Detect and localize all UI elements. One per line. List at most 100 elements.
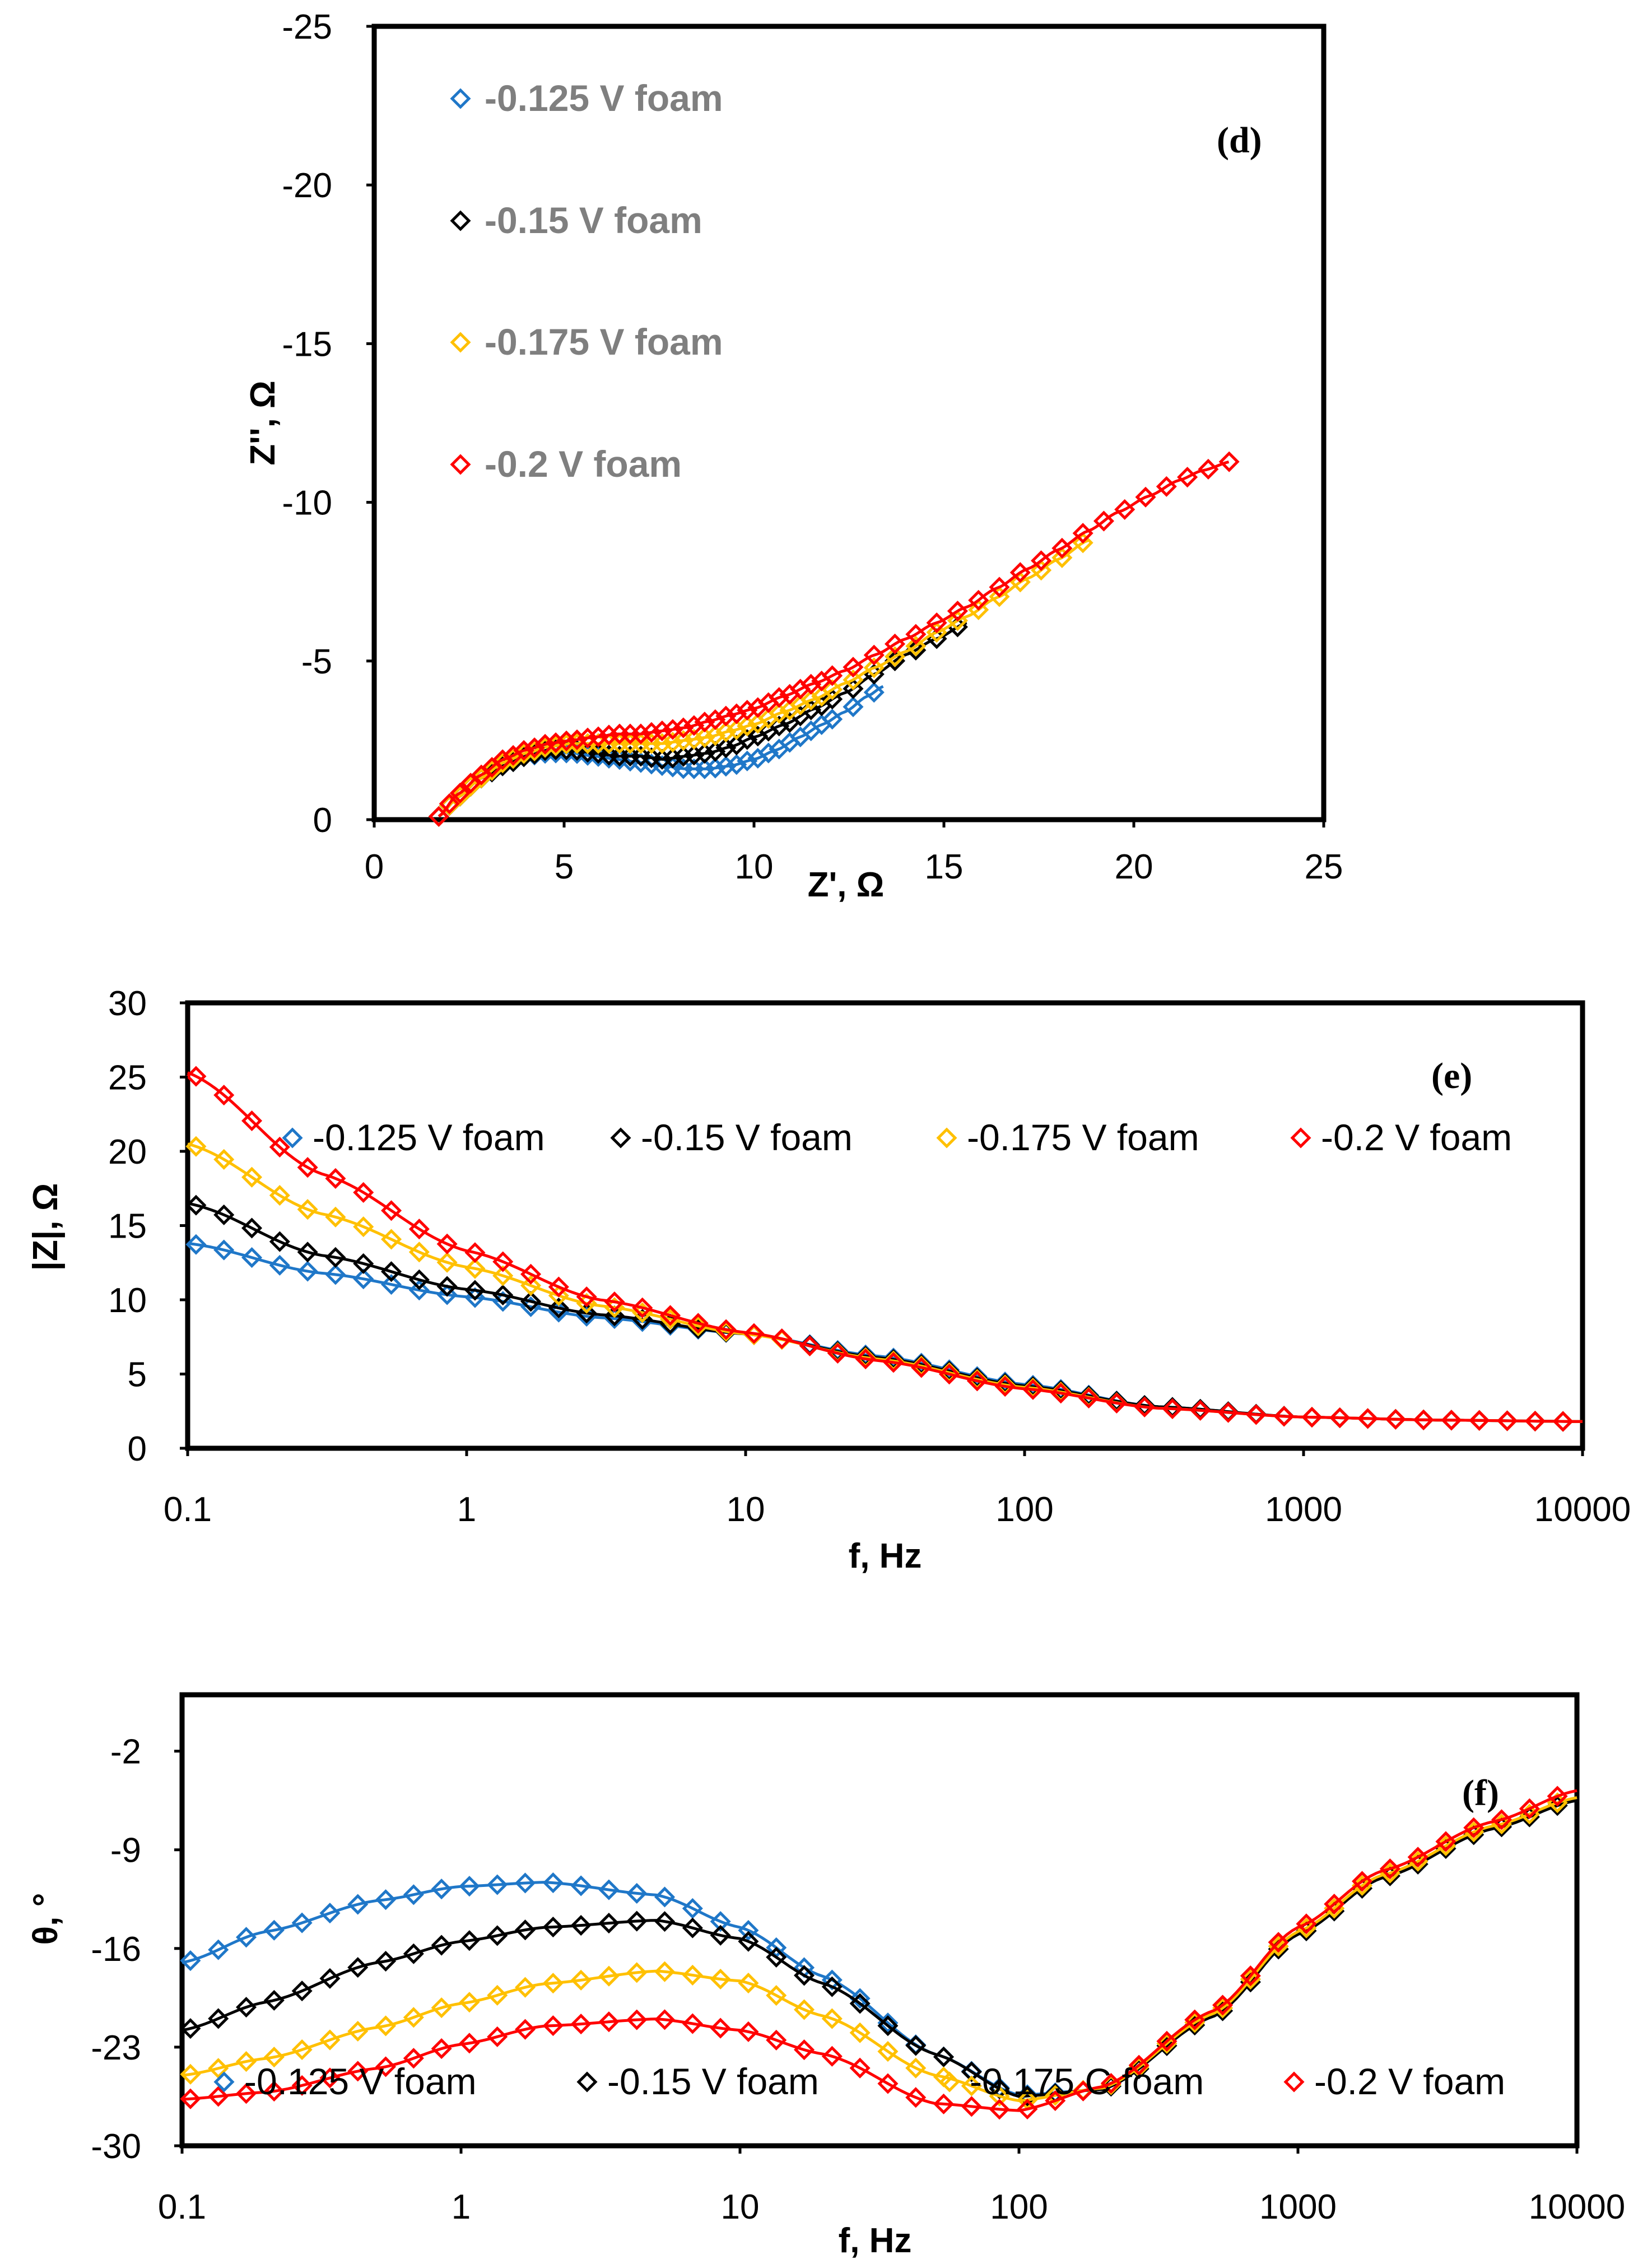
- data-point-e: [408, 1242, 430, 1263]
- data-point-f: [877, 2015, 899, 2037]
- y-tick-label-d: 0: [313, 801, 332, 840]
- data-point-e: [325, 1247, 346, 1268]
- data-point-f: [459, 2033, 480, 2054]
- data-point-d: [968, 589, 989, 611]
- data-point-f: [263, 2047, 285, 2068]
- data-point-d: [905, 624, 927, 645]
- x-tick-label-d: 10: [735, 848, 774, 886]
- data-point-e: [213, 1239, 235, 1261]
- data-point-e: [381, 1261, 402, 1282]
- x-tick-label-d: 15: [925, 848, 964, 886]
- data-point-f: [766, 1985, 787, 2006]
- data-point-f: [542, 1917, 564, 1938]
- x-axis-label-d: Z', Ω: [808, 866, 885, 904]
- data-point-f: [375, 1889, 397, 1910]
- data-point-d: [545, 732, 566, 754]
- data-point-d: [1135, 486, 1156, 508]
- data-point-f: [877, 2073, 899, 2094]
- data-point-e: [353, 1268, 374, 1290]
- data-point-f: [1045, 2085, 1066, 2106]
- data-point-f: [236, 1927, 257, 1948]
- data-point-e: [185, 1234, 207, 1255]
- data-point-f: [794, 1965, 815, 1986]
- data-point-e: [492, 1265, 514, 1286]
- data-point-d: [715, 705, 737, 727]
- data-point-e: [241, 1110, 263, 1132]
- data-point-e: [241, 1166, 263, 1188]
- data-point-d: [1072, 523, 1093, 544]
- x-tick-label-d: 25: [1305, 848, 1343, 886]
- data-point-d: [726, 719, 747, 740]
- data-point-f: [794, 2039, 815, 2061]
- legend-marker-d: [450, 88, 471, 109]
- data-point-d: [822, 665, 843, 686]
- data-point-f: [1212, 1997, 1234, 2019]
- y-tick-label-f: -9: [110, 1831, 141, 1870]
- data-point-f: [319, 2029, 341, 2051]
- data-point-f: [291, 2039, 313, 2061]
- data-point-e: [325, 1206, 346, 1228]
- legend-marker-f: [939, 2071, 960, 2093]
- data-point-e: [269, 1254, 290, 1276]
- panel-d-chart: 0 5 10 15 20 25 0 -5 -10 -15 -20 -25 (d) Z', Ω Z'',…: [244, 8, 1343, 904]
- data-point-e: [436, 1252, 458, 1273]
- data-point-f: [487, 1874, 508, 1895]
- data-point-f: [403, 1884, 424, 1905]
- data-point-d: [662, 719, 683, 740]
- panel-label-e: (e): [1431, 1056, 1472, 1096]
- data-point-d: [905, 635, 927, 657]
- data-point-e: [771, 1328, 793, 1350]
- data-point-d: [885, 633, 906, 654]
- data-point-f: [710, 1911, 731, 1932]
- data-point-d: [863, 657, 885, 678]
- series-d-3: [428, 451, 1240, 827]
- data-point-d: [449, 783, 471, 804]
- data-point-e: [520, 1263, 542, 1285]
- data-point-f: [905, 2057, 927, 2079]
- data-point-f: [738, 2021, 759, 2042]
- data-point-f: [682, 1917, 703, 1938]
- data-point-f: [877, 2041, 899, 2062]
- data-point-d: [926, 622, 947, 643]
- x-tick-label-f: 100: [990, 2188, 1048, 2226]
- x-tick-label-e: 0.1: [164, 1490, 212, 1529]
- data-point-d: [968, 599, 989, 620]
- data-point-d: [705, 741, 726, 762]
- data-point-f: [1519, 1798, 1540, 1819]
- data-point-f: [236, 2083, 257, 2104]
- data-point-d: [694, 743, 715, 764]
- data-point-e: [269, 1231, 290, 1252]
- data-point-e: [576, 1303, 597, 1324]
- data-point-f: [905, 2087, 927, 2108]
- data-point-d: [705, 757, 726, 779]
- legend-label-e: -0.175 V foam: [967, 1117, 1199, 1158]
- data-point-d: [683, 715, 705, 736]
- data-point-f: [849, 2022, 871, 2043]
- data-point-f: [291, 2075, 313, 2096]
- data-point-f: [403, 1943, 424, 1964]
- data-point-f: [1519, 1806, 1540, 1828]
- data-point-e: [185, 1136, 207, 1157]
- data-point-e: [297, 1199, 318, 1220]
- legend-marker-f: [1283, 2071, 1305, 2093]
- data-point-e: [1190, 1400, 1211, 1421]
- legend-marker-e: [936, 1127, 957, 1149]
- data-point-e: [297, 1261, 318, 1282]
- y-tick-label-f: -23: [91, 2029, 141, 2067]
- data-point-f: [542, 1973, 564, 1994]
- data-point-e: [325, 1168, 346, 1189]
- data-point-f: [291, 1981, 313, 2002]
- data-point-d: [1009, 562, 1031, 583]
- data-point-f: [1045, 2090, 1066, 2111]
- y-tick-label-d: -5: [301, 643, 332, 681]
- data-point-e: [241, 1217, 263, 1239]
- data-point-e: [855, 1349, 876, 1370]
- data-point-f: [291, 1912, 313, 1933]
- fit-line-f: [182, 1799, 1577, 2098]
- data-point-f: [598, 1913, 620, 1934]
- data-point-d: [758, 742, 779, 764]
- legend-marker-f: [576, 2071, 598, 2093]
- panel-label-f: (f): [1462, 1773, 1499, 1814]
- series-f-0: [180, 1795, 1577, 2105]
- data-point-f: [180, 2063, 201, 2085]
